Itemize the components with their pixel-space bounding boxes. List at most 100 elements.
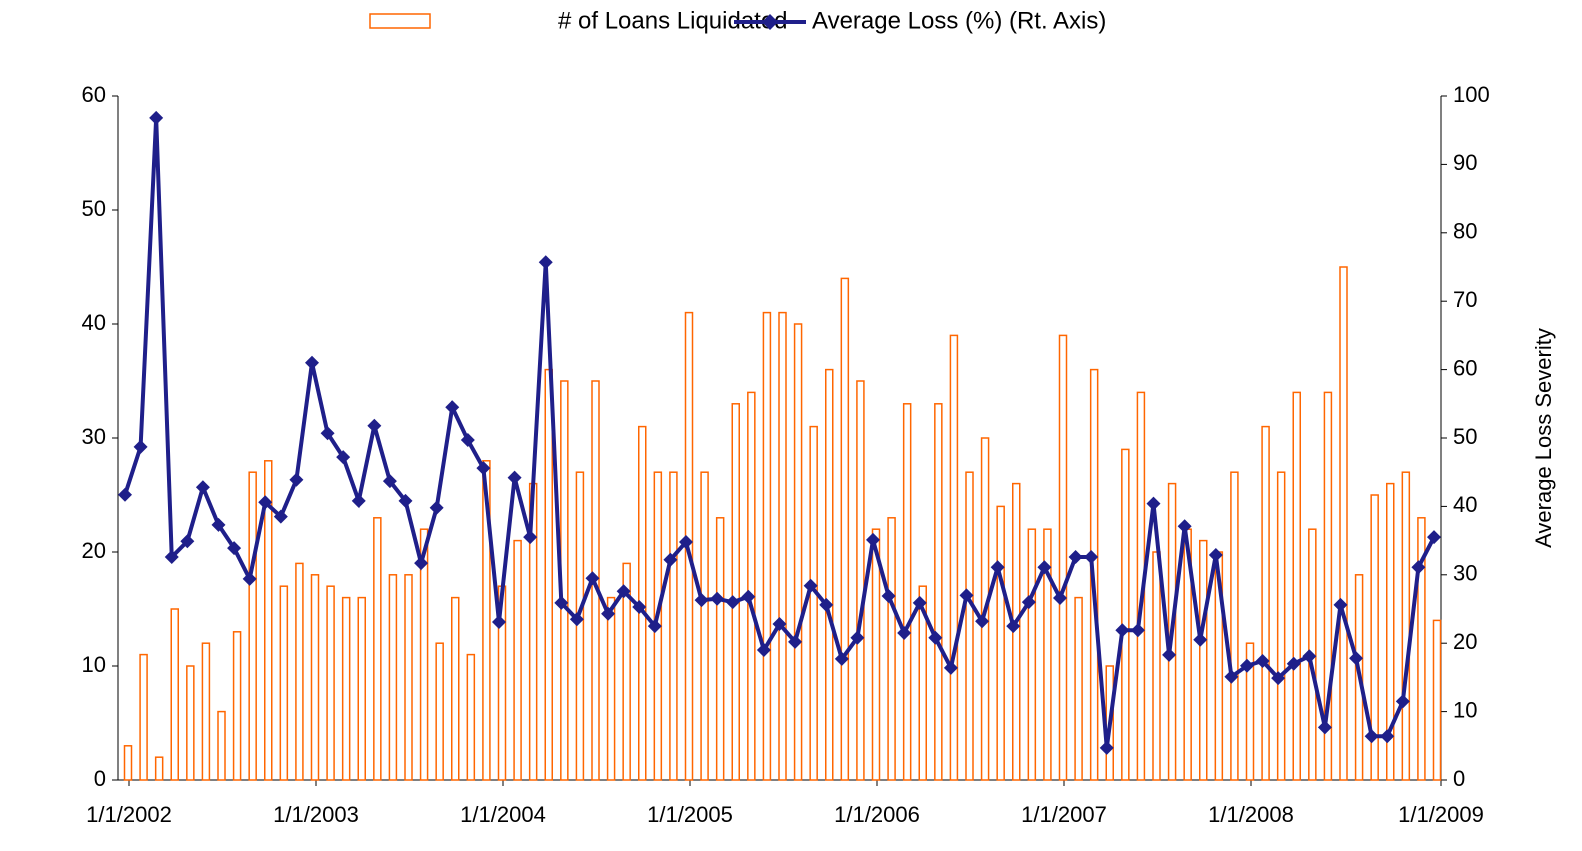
marker xyxy=(741,589,756,604)
marker xyxy=(850,630,865,645)
marker xyxy=(1333,597,1348,612)
bar xyxy=(248,471,257,781)
marker xyxy=(367,418,382,433)
y2-tick-label: 80 xyxy=(1453,219,1477,244)
y2-tick-label: 30 xyxy=(1453,561,1477,586)
bar xyxy=(404,574,413,781)
bar xyxy=(1386,482,1395,781)
marker xyxy=(492,614,506,629)
marker xyxy=(382,474,397,489)
bar xyxy=(1323,391,1333,781)
marker xyxy=(601,606,616,621)
bar xyxy=(1074,596,1083,781)
marker xyxy=(1411,560,1426,575)
marker xyxy=(710,591,725,606)
bar xyxy=(700,471,709,781)
bar xyxy=(373,517,382,781)
bar xyxy=(762,311,772,781)
marker xyxy=(569,612,584,627)
y-tick-label: 50 xyxy=(82,196,106,221)
marker xyxy=(336,450,351,465)
marker xyxy=(1224,669,1239,684)
bar xyxy=(949,334,959,781)
bar xyxy=(840,277,850,781)
y2-axis-title: Average Loss Severity xyxy=(1531,328,1556,548)
x-tick-label: 1/1/2006 xyxy=(834,802,920,827)
marker xyxy=(1380,729,1395,744)
y2-tick-label: 100 xyxy=(1453,82,1490,107)
y-tick-label: 0 xyxy=(94,766,106,791)
marker xyxy=(1006,619,1021,634)
marker xyxy=(507,470,522,485)
y-tick-label: 40 xyxy=(82,310,106,335)
bar xyxy=(669,471,678,781)
marker xyxy=(881,589,896,604)
bar xyxy=(1276,471,1286,781)
marker xyxy=(1208,547,1223,562)
marker xyxy=(305,355,319,370)
bar xyxy=(1292,391,1301,781)
marker xyxy=(258,495,273,510)
marker xyxy=(1099,740,1114,755)
bar xyxy=(544,368,553,781)
bar xyxy=(388,574,398,781)
marker xyxy=(663,552,678,567)
bar xyxy=(902,403,912,781)
x-tick-label: 1/1/2007 xyxy=(1021,802,1107,827)
bar xyxy=(341,596,351,781)
bar xyxy=(793,323,803,781)
marker xyxy=(1302,649,1317,664)
marker xyxy=(273,509,288,524)
marker xyxy=(320,426,335,441)
y2-tick-label: 10 xyxy=(1453,697,1477,722)
bar xyxy=(139,653,148,781)
bar xyxy=(606,596,616,781)
y2-tick-label: 90 xyxy=(1453,150,1477,175)
marker xyxy=(632,599,647,614)
bar xyxy=(170,608,179,781)
bar xyxy=(856,380,865,781)
marker xyxy=(414,556,429,571)
x-tick-label: 1/1/2003 xyxy=(273,802,359,827)
x-tick-label: 1/1/2008 xyxy=(1208,802,1294,827)
marker xyxy=(1115,623,1130,638)
marker xyxy=(943,660,958,675)
bar xyxy=(731,403,740,781)
bar xyxy=(264,460,273,781)
y-tick-label: 10 xyxy=(82,652,106,677)
marker xyxy=(975,614,990,629)
marker xyxy=(554,595,569,610)
marker xyxy=(1021,595,1036,610)
x-tick-label: 1/1/2004 xyxy=(460,802,546,827)
y2-tick-label: 20 xyxy=(1453,629,1477,654)
marker xyxy=(1255,653,1270,668)
marker xyxy=(694,593,709,608)
bar xyxy=(435,642,444,781)
bar xyxy=(1339,266,1348,781)
bar xyxy=(1432,619,1442,781)
y2-tick-label: 70 xyxy=(1453,287,1477,312)
marker xyxy=(1427,530,1441,545)
marker xyxy=(928,630,943,645)
marker xyxy=(398,493,413,508)
marker xyxy=(725,595,740,610)
bar xyxy=(1199,539,1208,781)
marker xyxy=(118,487,132,502)
marker xyxy=(351,493,366,508)
marker xyxy=(819,597,834,612)
marker xyxy=(180,534,195,549)
bar xyxy=(1043,528,1052,781)
marker xyxy=(616,584,631,599)
y2-tick-label: 50 xyxy=(1453,424,1477,449)
y-tick-label: 20 xyxy=(82,538,106,563)
bar xyxy=(154,756,164,781)
marker xyxy=(445,400,460,415)
bar xyxy=(996,505,1005,781)
bar xyxy=(1401,471,1411,781)
marker xyxy=(1037,560,1052,575)
marker xyxy=(211,517,226,532)
marker xyxy=(1193,632,1208,647)
bar xyxy=(825,368,834,781)
bar xyxy=(747,391,756,781)
marker xyxy=(866,532,880,547)
